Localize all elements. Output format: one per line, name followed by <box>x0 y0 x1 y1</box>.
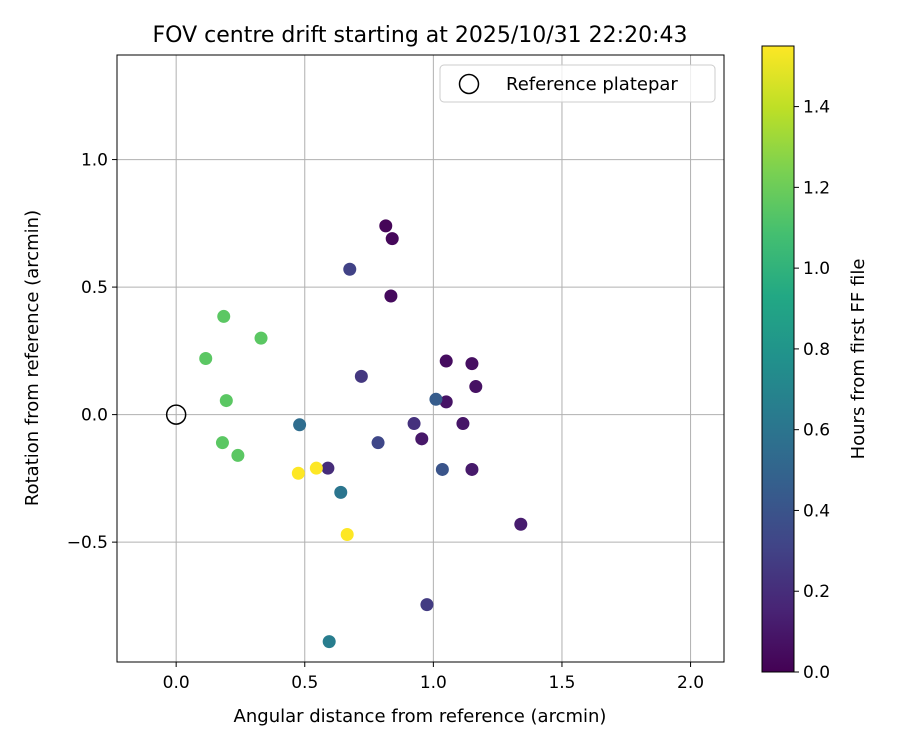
data-point <box>309 461 323 475</box>
data-point <box>354 369 368 383</box>
plot-frame <box>116 54 725 663</box>
data-point <box>384 289 398 303</box>
data-point <box>215 436 229 450</box>
x-tick-label: 1.5 <box>548 673 575 693</box>
colorbar-tick-label: 0.2 <box>803 582 830 602</box>
data-point <box>385 232 399 246</box>
data-point <box>379 219 393 233</box>
data-point <box>291 466 305 480</box>
chart-title: FOV centre drift starting at 2025/10/31 … <box>153 23 688 48</box>
colorbar-tick-label: 0.8 <box>803 340 830 360</box>
colorbar-tick-label: 1.4 <box>803 98 830 118</box>
y-axis-ticks: −0.5 0.0 0.5 1.0 <box>67 151 117 553</box>
data-point <box>219 394 233 408</box>
plot-area <box>117 55 724 662</box>
data-point <box>322 635 336 649</box>
legend: Reference platepar <box>439 64 716 103</box>
colorbar-tick-label: 1.0 <box>803 259 830 279</box>
y-tick-label: 1.0 <box>81 151 108 171</box>
data-point <box>429 392 443 406</box>
data-point <box>465 357 479 371</box>
data-point <box>407 417 421 431</box>
reference-layer <box>165 404 187 425</box>
data-point <box>199 352 213 365</box>
data-point <box>217 309 231 323</box>
x-tick-label: 1.0 <box>420 673 447 693</box>
x-tick-label: 2.0 <box>677 673 704 693</box>
x-tick-label: 0.0 <box>163 673 190 693</box>
colorbar-tick-label: 0.4 <box>803 501 830 521</box>
data-point <box>435 462 449 476</box>
colorbar-tick-label: 0.6 <box>803 421 830 441</box>
colorbar-tick-label: 0.0 <box>803 663 830 683</box>
data-point <box>321 461 335 475</box>
x-tick-label: 0.5 <box>291 673 318 693</box>
legend-box <box>439 64 716 103</box>
colorbar-gradient <box>761 45 795 673</box>
legend-entry-reference: Reference platepar <box>506 74 678 95</box>
data-point <box>343 262 357 276</box>
colorbar-label: Hours from first FF file <box>848 259 869 460</box>
y-tick-label: 0.0 <box>81 406 108 426</box>
data-point <box>334 485 348 499</box>
data-point <box>465 462 479 476</box>
data-point <box>469 380 483 394</box>
data-point <box>514 517 528 531</box>
x-axis-ticks: 0.0 0.5 1.0 1.5 2.0 <box>163 662 704 693</box>
x-axis-label: Angular distance from reference (arcmin) <box>234 706 607 727</box>
legend-marker-reference <box>458 73 480 95</box>
data-point <box>415 432 429 446</box>
data-point <box>231 448 245 462</box>
data-point <box>439 354 453 368</box>
reference-marker <box>165 404 187 425</box>
y-axis-label: Rotation from reference (arcmin) <box>22 210 43 506</box>
data-point <box>254 331 268 345</box>
data-points <box>199 219 528 649</box>
y-tick-label: 0.5 <box>81 278 108 298</box>
colorbar: 0.0 0.2 0.4 0.6 0.8 1.0 1.2 1.4 Hours from firs… <box>761 45 869 683</box>
data-point <box>371 436 385 450</box>
data-point <box>420 598 434 612</box>
grid <box>117 55 724 662</box>
data-point <box>456 417 470 431</box>
colorbar-tick-label: 1.2 <box>803 178 830 198</box>
data-point <box>340 527 354 541</box>
data-point <box>293 418 307 432</box>
y-tick-label: −0.5 <box>67 533 108 553</box>
colorbar-ticks: 0.0 0.2 0.4 0.6 0.8 1.0 1.2 1.4 <box>794 98 830 683</box>
data-point <box>439 395 453 409</box>
